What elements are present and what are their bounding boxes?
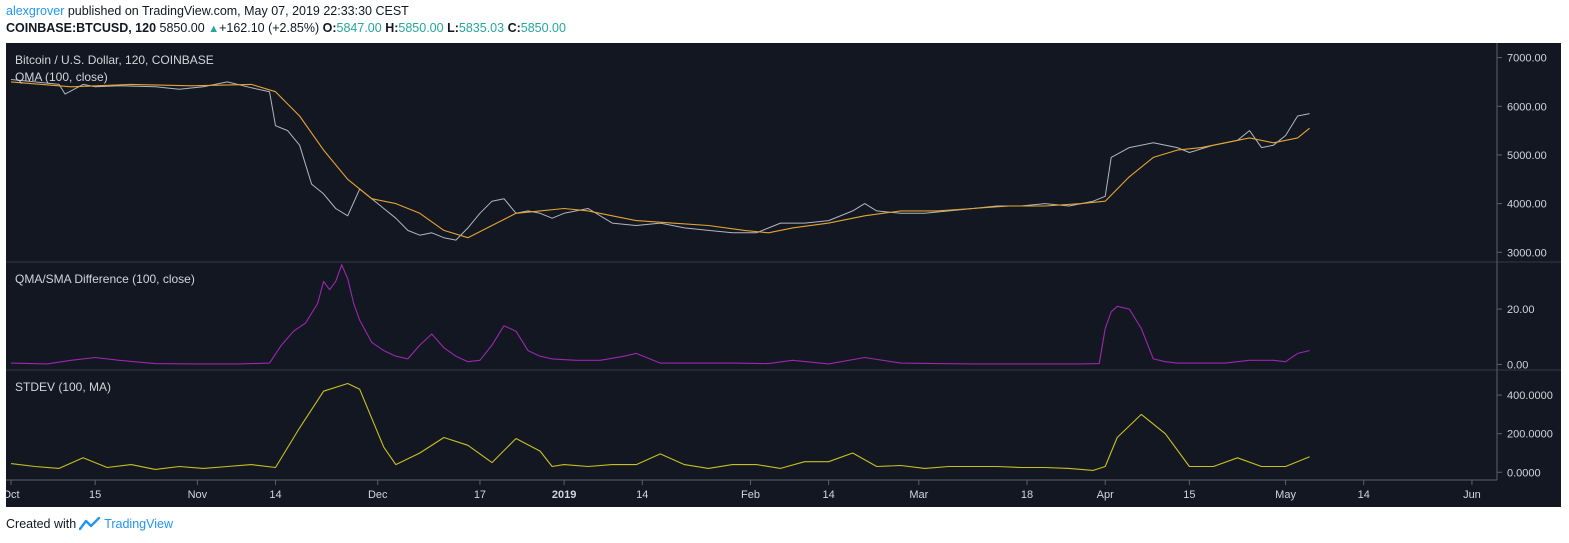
y-tick-label: 3000.00 (1507, 247, 1547, 259)
chart-canvas[interactable]: 3000.00 4000.00 5000.00 6000.00 7000.00 Bitco… (6, 43, 1561, 507)
x-tick-label: Apr (1097, 489, 1114, 501)
open-value: 5847.00 (336, 21, 382, 35)
created-with-text: Created with (6, 517, 77, 531)
footer: Created with TradingView (6, 517, 173, 531)
author-link[interactable]: alexgrover (6, 4, 65, 18)
pane-title: STDEV (100, MA) (15, 380, 111, 394)
close-label: C: (507, 21, 521, 35)
x-tick-label: Dec (368, 489, 388, 501)
symbol-label: COINBASE:BTCUSD, 120 (6, 21, 157, 35)
pane-subtitle: QMA (100, close) (15, 70, 108, 84)
series-line-qma-sma-difference (10, 264, 1310, 365)
close-value: 5850.00 (520, 21, 566, 35)
chart-area[interactable]: 3000.00 4000.00 5000.00 6000.00 7000.00 Bitco… (6, 43, 1561, 507)
x-tick-label: Nov (188, 489, 208, 501)
y-tick-label: 400.0000 (1507, 390, 1553, 402)
tradingview-link[interactable]: TradingView (104, 517, 173, 531)
x-tick-label: May (1275, 489, 1296, 501)
series-line-qma (10, 81, 1310, 239)
price-change: +162.10 (+2.85%) (219, 21, 320, 35)
x-tick-label: 14 (269, 489, 281, 501)
y-tick-label: 4000.00 (1507, 199, 1547, 211)
pane-title: Bitcoin / U.S. Dollar, 120, COINBASE (15, 53, 214, 67)
y-tick-label: 0.0000 (1507, 467, 1541, 479)
series-line-btcusd (10, 79, 1310, 241)
publish-line: alexgrover published on TradingView.com,… (6, 4, 409, 18)
y-tick-label: 6000.00 (1507, 101, 1547, 113)
x-tick-label: 14 (823, 489, 835, 501)
x-tick-label: 14 (636, 489, 648, 501)
x-tick-label: 17 (474, 489, 486, 501)
low-label: L: (447, 21, 459, 35)
y-tick-label: 5000.00 (1507, 150, 1547, 162)
x-tick-label: 2019 (552, 489, 576, 501)
y-tick-label: 20.00 (1507, 304, 1535, 316)
x-tick-label: 18 (1021, 489, 1033, 501)
y-tick-label: 200.0000 (1507, 429, 1553, 441)
up-arrow-icon: ▲ (208, 23, 220, 35)
y-tick-label: 0.00 (1507, 359, 1528, 371)
high-value: 5850.00 (398, 21, 444, 35)
open-label: O: (322, 21, 337, 35)
x-tick-label: Feb (741, 489, 760, 501)
tradingview-logo-icon (79, 517, 101, 531)
series-line-stdev (10, 382, 1310, 471)
x-tick-label: 15 (1183, 489, 1195, 501)
last-price: 5850.00 (159, 21, 205, 35)
x-tick-label: 15 (89, 489, 101, 501)
x-tick-label: Oct (6, 489, 20, 501)
x-tick-label: 14 (1358, 489, 1370, 501)
published-text: published on TradingView.com, May 07, 20… (67, 4, 409, 18)
quote-line: COINBASE:BTCUSD, 120 5850.00 ▲+162.10 (+… (6, 21, 566, 35)
x-tick-label: Jun (1463, 489, 1481, 501)
low-value: 5835.03 (458, 21, 505, 35)
pane-title: QMA/SMA Difference (100, close) (15, 272, 195, 286)
y-tick-label: 7000.00 (1507, 53, 1547, 65)
high-label: H: (385, 21, 399, 35)
x-tick-label: Mar (909, 489, 928, 501)
